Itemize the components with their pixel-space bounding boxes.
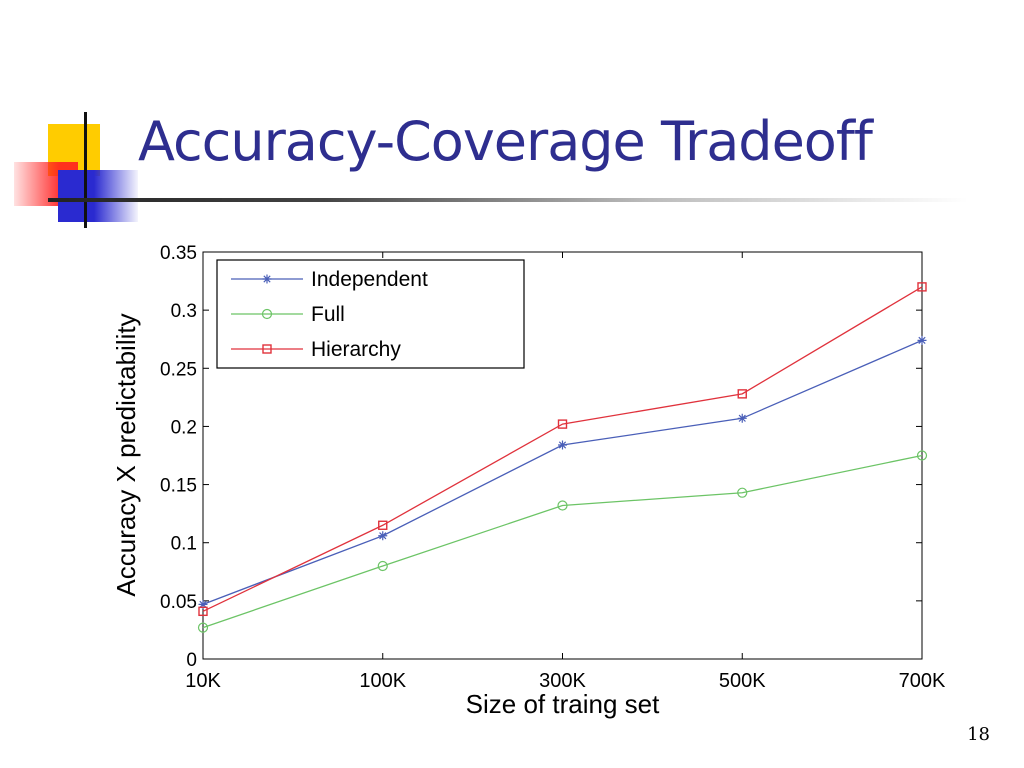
y-tick-label: 0.05 [160, 592, 197, 613]
legend-label: Hierarchy [311, 338, 401, 361]
data-point [378, 531, 388, 541]
data-point [916, 450, 928, 461]
legend-item: Full [231, 303, 345, 326]
data-point [261, 308, 273, 320]
series-line [202, 286, 923, 612]
legend-label: Full [311, 303, 345, 326]
legend: Independent Full Hierarchy [216, 259, 525, 369]
x-tick-label: 300K [539, 670, 586, 692]
data-point [262, 274, 272, 284]
data-point [917, 335, 927, 345]
y-tick-label: 0.35 [160, 243, 197, 264]
y-tick-label: 0.3 [171, 301, 197, 322]
data-point [737, 487, 748, 498]
title-underline [48, 198, 968, 202]
data-point [737, 413, 747, 423]
slide-title: Accuracy-Coverage Tradeoff [138, 110, 873, 173]
y-tick-label: 0.15 [160, 476, 197, 497]
legend-item: Independent [231, 268, 428, 291]
decor-vertical-line [84, 112, 87, 228]
legend-label: Independent [311, 268, 428, 291]
data-point [557, 419, 568, 429]
x-tick-label: 100K [359, 670, 406, 692]
x-tick-label: 500K [719, 670, 766, 692]
data-point [262, 344, 272, 354]
y-axis-label: Accuracy X predictability [111, 313, 141, 596]
data-point [198, 606, 208, 617]
series-full [197, 450, 928, 633]
series-hierarchy [198, 282, 927, 617]
series-line [202, 454, 923, 629]
slide-number: 18 [967, 724, 990, 745]
x-tick-label: 10K [185, 670, 221, 692]
x-axis-label: Size of traing set [466, 689, 660, 719]
y-tick-label: 0 [186, 650, 197, 671]
series-line [202, 339, 923, 605]
series-independent [198, 335, 927, 609]
y-tick-label: 0.1 [171, 534, 197, 555]
data-point [917, 282, 927, 292]
decor-blue-square [58, 170, 138, 222]
data-point [198, 599, 208, 609]
x-tick-label: 700K [899, 670, 946, 692]
data-point [377, 560, 388, 572]
data-point [558, 440, 567, 450]
y-tick-label: 0.25 [160, 359, 197, 380]
y-tick-label: 0.2 [171, 417, 197, 438]
data-point [557, 500, 568, 511]
data-point [737, 389, 747, 399]
axes: 0 0.05 0.1 0.15 0.2 0.25 0.3 0.35 10K 100K 300K 500… [111, 243, 946, 719]
data-point [378, 520, 388, 530]
legend-item: Hierarchy [231, 338, 401, 361]
series-group [197, 282, 928, 633]
data-point [197, 622, 209, 633]
